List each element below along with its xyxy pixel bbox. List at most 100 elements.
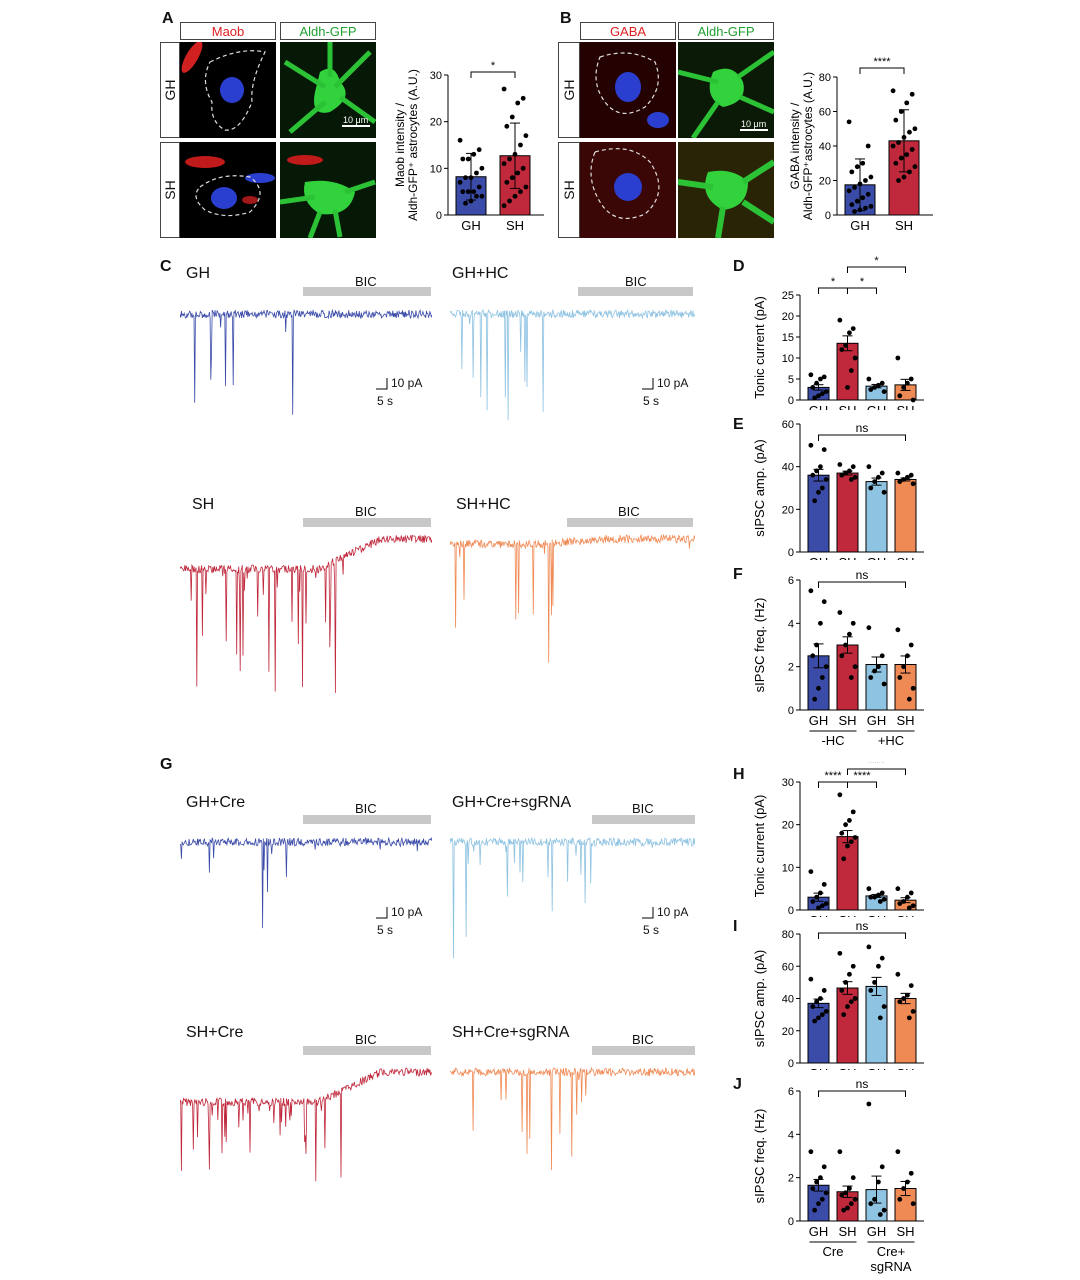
data-point [872, 1196, 877, 1202]
trace-title-gh-cre-sg: GH+Cre+sgRNA [452, 794, 572, 811]
data-point [866, 464, 872, 470]
x-tick-label: GH [867, 713, 887, 728]
y-tick-label: 0 [788, 705, 794, 717]
y-tick-label: 0 [788, 395, 794, 407]
data-point [868, 1201, 874, 1207]
data-point [850, 963, 856, 969]
trace-line [450, 308, 695, 421]
data-point [837, 317, 843, 323]
trace-line [180, 1067, 432, 1182]
y-axis-label: Aldh-GFP⁺ astrocytes (A.U.) [406, 69, 420, 221]
data-point [523, 133, 529, 139]
data-point [816, 1015, 821, 1021]
significance-bracket [847, 768, 906, 775]
bar [894, 998, 917, 1064]
y-tick-label: 20 [782, 504, 794, 516]
x-tick-label: GH [809, 555, 829, 560]
data-point [850, 464, 856, 470]
y-tick-label: 40 [782, 994, 794, 1006]
data-point [905, 653, 910, 659]
data-point [877, 899, 883, 904]
data-point [460, 189, 466, 195]
data-point [868, 203, 874, 209]
data-point [812, 1207, 818, 1213]
y-tick-label: 0 [788, 547, 794, 559]
bar-chart-b: 0 20 40 60 80 GABA intensity / Aldh-GFP⁺astroc… [788, 56, 933, 233]
data-point [847, 631, 852, 637]
data-point [808, 976, 814, 982]
data-point [819, 903, 825, 909]
data-point [821, 882, 827, 887]
y-tick-label: 2 [788, 662, 794, 674]
group-label: sgRNA [870, 1259, 912, 1274]
row-label-gh: GH [160, 42, 180, 138]
data-point [852, 185, 857, 190]
trace-title-sh-cre-sg: SH+Cre+sgRNA [452, 1024, 570, 1041]
data-point [895, 355, 901, 361]
y-tick-label: 4 [788, 1129, 794, 1141]
data-point [816, 1201, 821, 1207]
data-point [850, 326, 856, 331]
data-point [816, 393, 821, 399]
trace-line [450, 533, 695, 663]
y-tick-label: 10 [782, 353, 794, 365]
data-point [839, 347, 845, 352]
bar [865, 985, 888, 1064]
trace-sh-hc [450, 533, 695, 663]
row-label-sh-b: SH [558, 142, 580, 238]
trace-title-sh-cre: SH+Cre [186, 1024, 244, 1041]
x-tick-label: SH [896, 913, 914, 917]
data-point [507, 198, 512, 204]
data-point [810, 1004, 816, 1009]
data-point [901, 899, 906, 904]
data-point [852, 474, 858, 480]
data-point [860, 160, 866, 166]
trace-gh-hc [450, 308, 695, 421]
data-point [818, 1175, 823, 1181]
data-point [846, 188, 852, 194]
y-tick-label: 6 [788, 1086, 794, 1098]
data-point [823, 1190, 829, 1196]
scale-bar-c2 [642, 378, 654, 390]
data-point [897, 1196, 903, 1202]
significance-label: * [491, 60, 496, 72]
data-point [866, 1101, 872, 1107]
trace-line [450, 836, 695, 959]
data-point [814, 999, 819, 1005]
y-axis-label: sIPSC amp. (pA) [752, 950, 767, 1048]
data-point [843, 1190, 848, 1196]
data-point [457, 179, 463, 185]
data-point [868, 174, 874, 180]
data-point [812, 395, 818, 401]
data-point [848, 1201, 854, 1207]
data-point [897, 675, 903, 680]
data-point [845, 1004, 850, 1009]
panel-label-d: D [733, 258, 745, 275]
data-point [843, 470, 848, 476]
data-point [901, 477, 906, 482]
scale-s-g1: 5 s [377, 923, 394, 937]
data-point [808, 372, 814, 378]
data-point [816, 685, 821, 691]
data-point [868, 675, 874, 680]
data-point [854, 198, 860, 204]
data-point [823, 389, 829, 394]
data-point [847, 1186, 852, 1191]
data-point [901, 174, 907, 180]
y-tick-label: 25 [782, 290, 794, 302]
data-point [479, 193, 485, 199]
data-point [881, 489, 887, 495]
data-point [865, 191, 871, 197]
data-point [845, 1205, 850, 1211]
bic-label-3: BIC [355, 504, 377, 519]
data-point [896, 140, 901, 145]
data-point [816, 905, 821, 911]
data-point [518, 189, 523, 195]
panel-label-f: F [733, 566, 743, 583]
significance-label: **** [868, 762, 886, 769]
data-point [876, 963, 881, 969]
bic-bar-3 [303, 518, 431, 527]
x-tick-label: GH [809, 713, 829, 728]
data-point [823, 477, 829, 482]
y-tick-label: 80 [819, 72, 831, 84]
